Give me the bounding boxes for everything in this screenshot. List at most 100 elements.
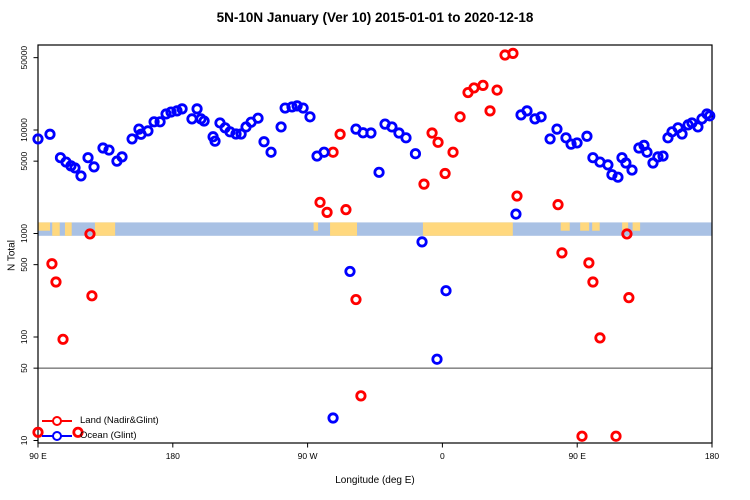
data-point [610, 430, 622, 442]
data-point [304, 111, 316, 123]
data-point [521, 105, 533, 117]
x-axis-label: Longitude (deg E) [335, 475, 415, 486]
map-band-land-speckle [632, 222, 641, 231]
map-band-land [94, 222, 116, 236]
data-point [75, 170, 87, 182]
data-point [510, 208, 522, 220]
data-point [439, 167, 451, 180]
data-point [318, 146, 330, 158]
data-point [386, 121, 398, 133]
map-band-land-speckle [580, 222, 590, 231]
legend-item-land: Land (Nadir&Glint) [42, 413, 159, 428]
legend-label-land: Land (Nadir&Glint) [80, 415, 159, 426]
data-point [32, 133, 44, 145]
y-tick-label: 5000 [19, 151, 29, 170]
data-point [126, 133, 138, 145]
data-point [620, 157, 632, 169]
x-tick-label: 90 E [29, 451, 47, 461]
y-tick-label: 50 [19, 363, 29, 373]
land-legend-circle-icon [52, 415, 62, 426]
data-point [565, 138, 577, 150]
data-point [88, 161, 100, 173]
data-point [529, 113, 541, 125]
data-point [447, 146, 459, 158]
data-point [252, 112, 264, 124]
data-point [535, 111, 547, 123]
series-land [32, 47, 635, 442]
data-point [154, 116, 166, 128]
data-point [594, 332, 606, 344]
x-tick-label: 90 E [568, 451, 586, 461]
y-axis-label: N Total [6, 240, 18, 271]
data-point [50, 276, 62, 288]
x-tick-label: 180 [705, 451, 719, 461]
x-tick-label: 0 [440, 451, 445, 461]
ocean-marker-icon [42, 430, 72, 441]
map-band-land-speckle [560, 222, 570, 231]
data-point [551, 123, 563, 135]
data-point [334, 128, 346, 140]
y-tick-label: 10000 [19, 118, 29, 142]
data-point [344, 265, 356, 278]
data-point [623, 292, 635, 304]
map-band-land [422, 222, 513, 236]
data-point [612, 171, 624, 183]
legend: Land (Nadir&Glint) Ocean (Glint) [42, 413, 159, 443]
data-point [297, 102, 309, 114]
data-point [291, 100, 303, 112]
data-point [621, 228, 633, 240]
data-point [32, 426, 44, 438]
data-point [314, 196, 326, 208]
ocean-legend-circle-icon [52, 430, 62, 441]
data-point [327, 412, 339, 424]
data-point [426, 127, 438, 139]
data-point [676, 128, 688, 140]
map-band-ocean [38, 222, 712, 236]
y-tick-label: 1000 [19, 224, 29, 243]
data-point [46, 258, 58, 270]
data-point [602, 159, 614, 171]
data-point [440, 285, 452, 297]
data-point [657, 150, 669, 162]
data-point [82, 152, 94, 164]
y-tick-label: 500 [19, 257, 29, 271]
data-point [72, 426, 84, 438]
data-point [581, 130, 593, 142]
data-point [626, 164, 638, 176]
y-tick-label: 50000 [19, 46, 29, 70]
data-point [176, 103, 188, 115]
data-point [454, 111, 466, 123]
data-point [97, 142, 109, 154]
data-point [583, 257, 595, 269]
data-point [321, 206, 333, 218]
x-tick-label: 180 [166, 451, 180, 461]
data-point [350, 293, 362, 306]
legend-label-ocean: Ocean (Glint) [80, 430, 137, 441]
data-point [286, 101, 298, 113]
data-point [576, 430, 588, 442]
data-point [373, 166, 385, 178]
data-point [587, 276, 599, 288]
data-point [491, 84, 503, 96]
data-point [432, 136, 444, 148]
data-point [116, 151, 128, 163]
data-point [148, 116, 160, 128]
data-point [191, 103, 203, 115]
data-point [258, 136, 270, 148]
data-point [44, 128, 56, 140]
map-band-land-speckle [38, 222, 50, 231]
data-point [507, 47, 519, 59]
data-point [431, 353, 443, 365]
data-point [544, 133, 556, 145]
data-point [86, 290, 98, 302]
map-band-land-speckle [592, 222, 600, 231]
data-point [418, 178, 430, 190]
map-band-land-speckle [622, 222, 629, 231]
series-ocean [32, 100, 716, 424]
chart-title: 5N-10N January (Ver 10) 2015-01-01 to 20… [216, 10, 534, 25]
data-point [409, 148, 422, 160]
data-point [103, 144, 115, 156]
data-point [571, 137, 583, 149]
data-point [230, 128, 242, 140]
data-point [556, 247, 568, 259]
